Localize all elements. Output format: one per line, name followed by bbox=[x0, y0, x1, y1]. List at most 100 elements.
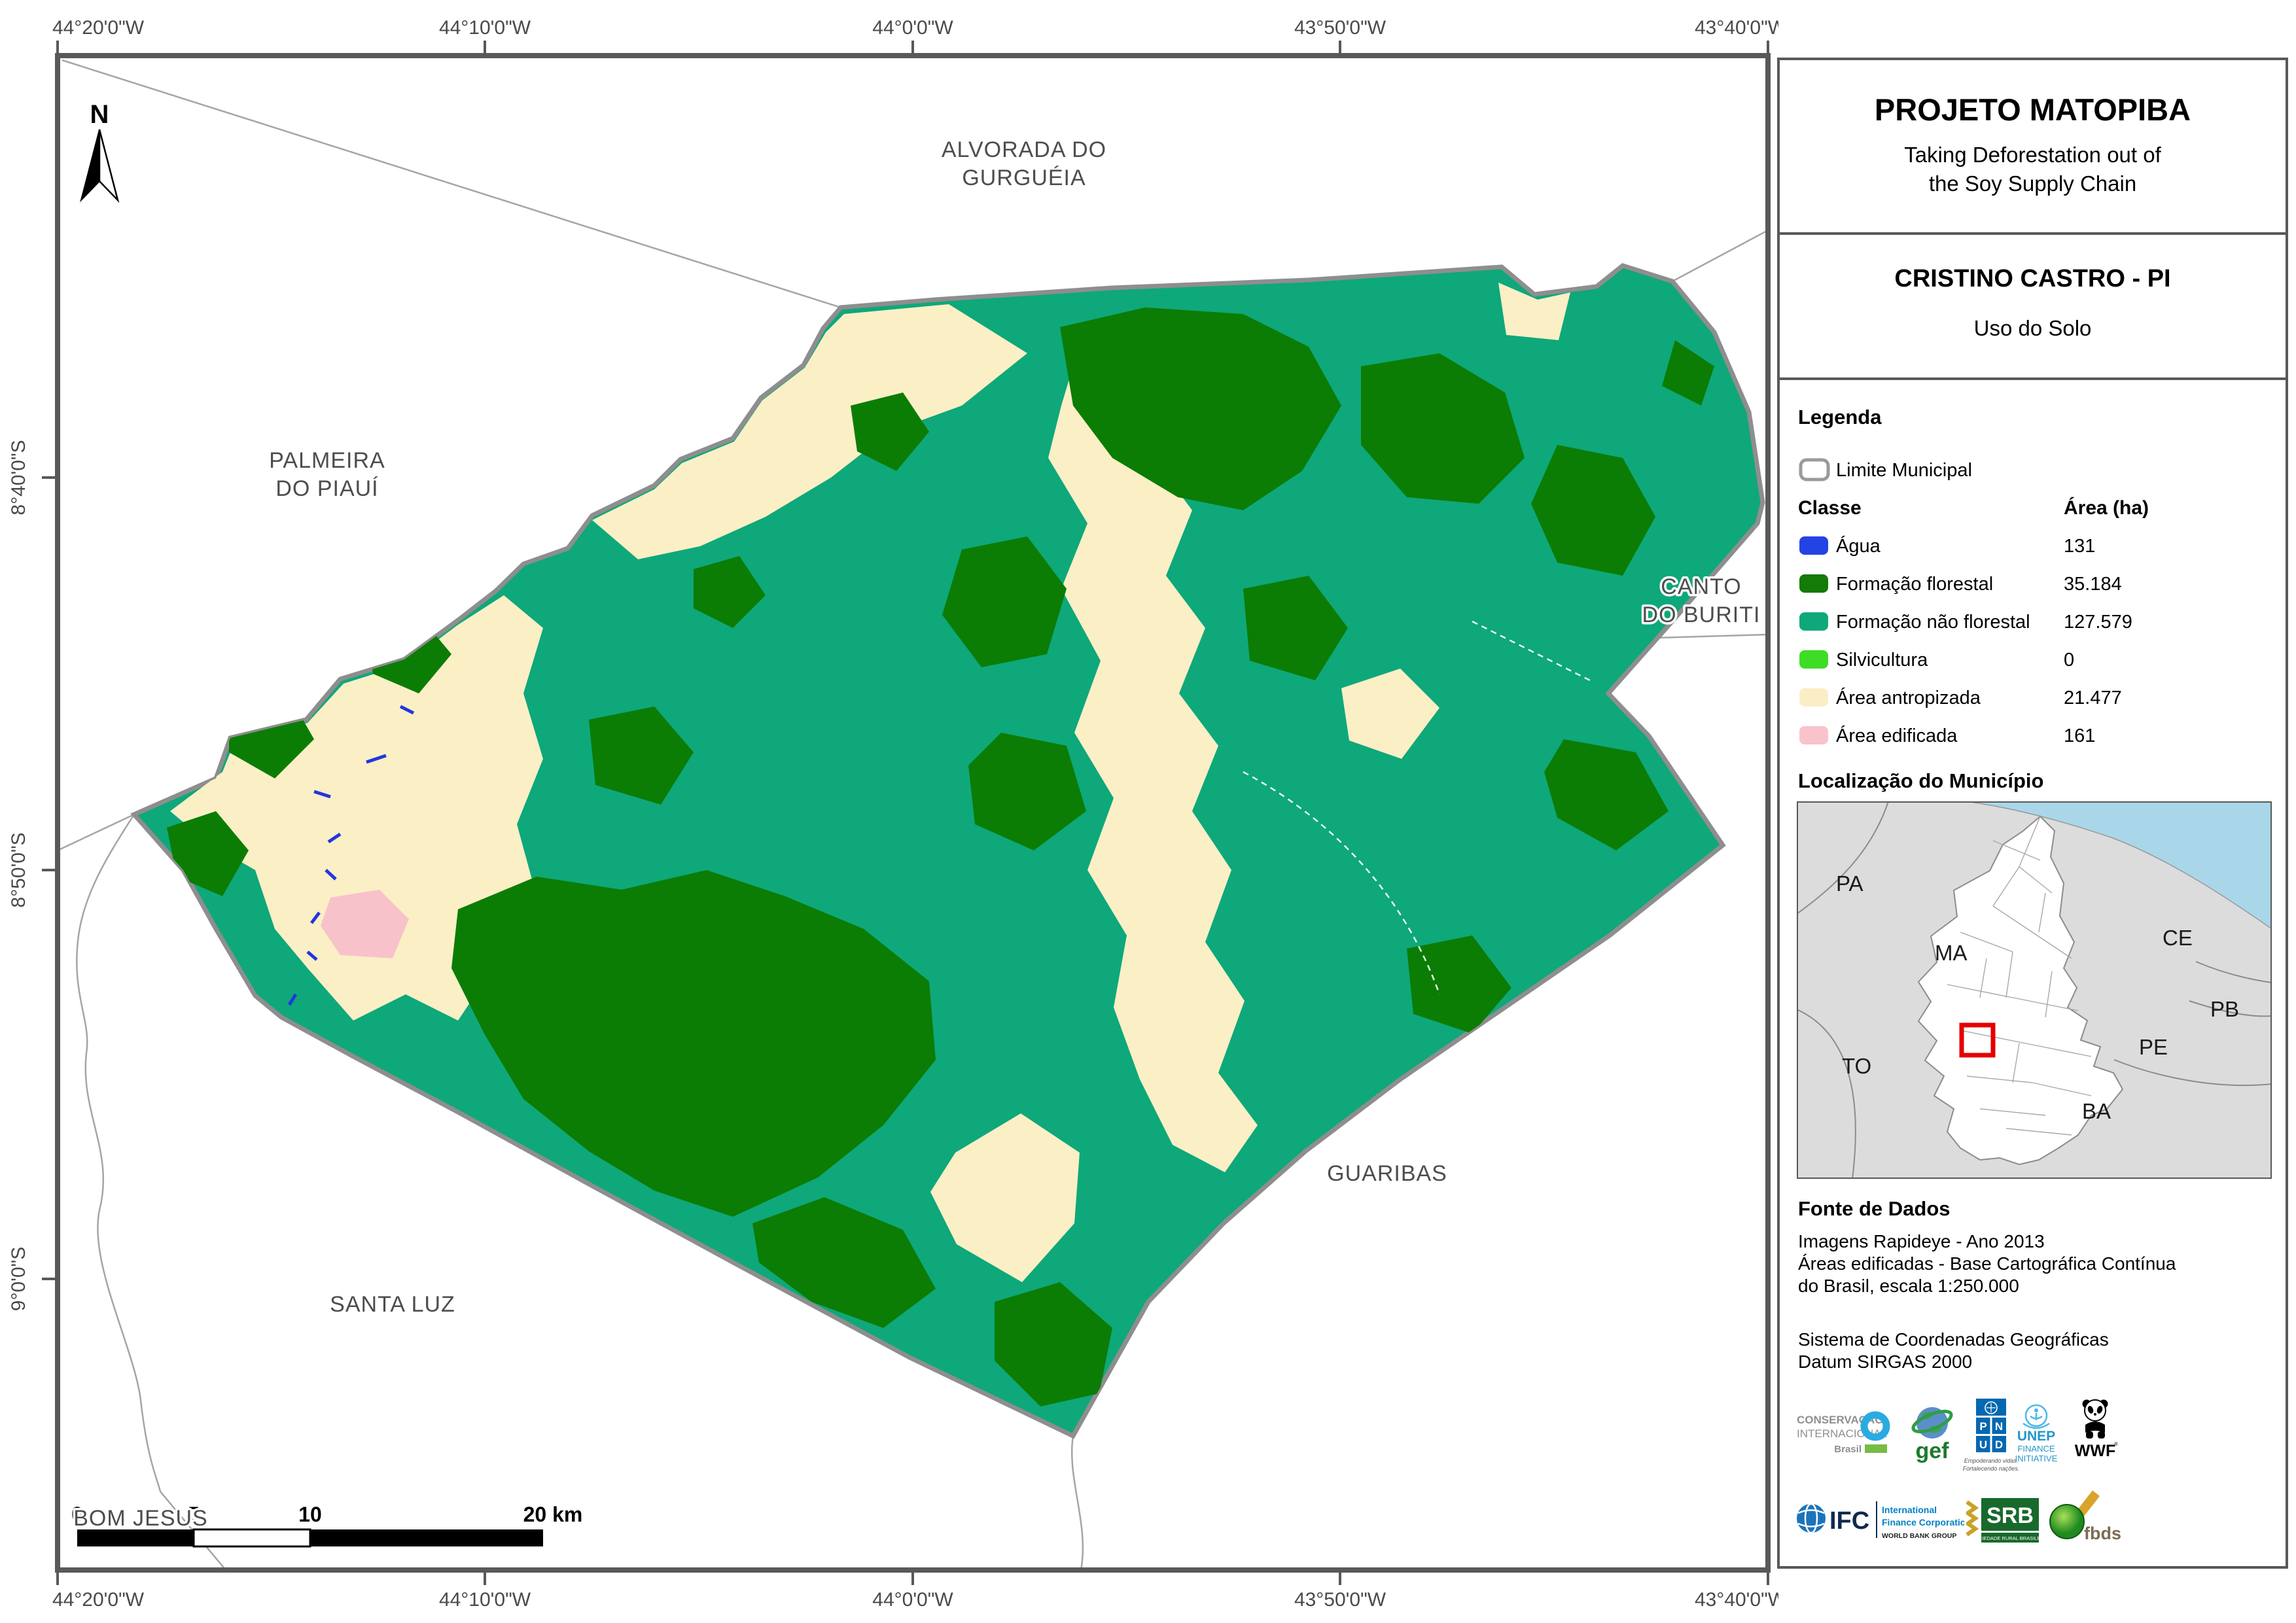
legend-label-agua: Água bbox=[1836, 536, 1881, 557]
coord-top-1: 44°10'0"W bbox=[439, 17, 531, 39]
label-palmeira-line1: PALMEIRA bbox=[269, 448, 385, 473]
state-label-ce: CE bbox=[2163, 926, 2193, 950]
legend-label-silvicultura: Silvicultura bbox=[1836, 650, 1928, 671]
svg-text:SOCIEDADE RURAL BRASILEIRA: SOCIEDADE RURAL BRASILEIRA bbox=[1971, 1535, 2040, 1541]
logo-srb: SRB SOCIEDADE RURAL BRASILEIRA bbox=[1966, 1498, 2040, 1543]
scale-tick-5: 5 bbox=[188, 1503, 200, 1526]
wwf-panda-icon bbox=[2082, 1399, 2108, 1439]
limite-municipal-label: Limite Municipal bbox=[1836, 460, 1972, 481]
label-canto-line2: DO BURITI bbox=[1642, 602, 1761, 627]
svg-text:Empoderando vidas.: Empoderando vidas. bbox=[1964, 1457, 2019, 1464]
north-arrow-icon: N bbox=[80, 100, 120, 203]
forest-patches bbox=[167, 307, 1714, 1406]
municipality-title: CRISTINO CASTRO - PI bbox=[1894, 265, 2171, 292]
neighbor-boundaries bbox=[60, 59, 1765, 1567]
state-label-ba: BA bbox=[2082, 1099, 2111, 1123]
fonte-line1: Imagens Rapideye - Ano 2013 bbox=[1798, 1231, 2045, 1251]
ocean bbox=[1966, 801, 2272, 930]
state-label-pa: PA bbox=[1836, 871, 1863, 896]
legend-swatch-silvicultura bbox=[1799, 650, 1828, 669]
state-label-pb: PB bbox=[2210, 997, 2239, 1021]
coord-bottom-2: 44°0'0"W bbox=[872, 1589, 953, 1611]
piaui-state-shape bbox=[1917, 815, 2124, 1166]
svg-text:WWF: WWF bbox=[2075, 1442, 2115, 1460]
legend-area-florestal: 35.184 bbox=[2064, 574, 2122, 595]
fonte-heading: Fonte de Dados bbox=[1798, 1197, 1951, 1220]
scale-bar: 0 5 10 20 km bbox=[71, 1503, 583, 1548]
state-boundaries bbox=[1797, 801, 2272, 1179]
svg-text:SRB: SRB bbox=[1987, 1503, 2034, 1528]
coord-top-3: 43°50'0"W bbox=[1294, 17, 1386, 39]
pnud-un-emblem-icon bbox=[1985, 1401, 1998, 1414]
project-title: PROJETO MATOPIBA bbox=[1874, 92, 2191, 127]
state-label-to: TO bbox=[1842, 1054, 1871, 1078]
svg-text:fbds: fbds bbox=[2084, 1524, 2121, 1543]
legend-col-area: Área (ha) bbox=[2064, 497, 2149, 519]
ci-ring-icon bbox=[1860, 1411, 1890, 1441]
legend-area-edificada: 161 bbox=[2064, 725, 2096, 746]
municipality-polygon bbox=[130, 263, 1765, 1439]
svg-text:P: P bbox=[1979, 1420, 1987, 1433]
coord-bottom-1: 44°10'0"W bbox=[439, 1589, 531, 1611]
logo-wwf: WWF ® bbox=[2075, 1399, 2118, 1460]
fonte-line5: Datum SIRGAS 2000 bbox=[1798, 1352, 1973, 1372]
inset-map: PA MA TO CE PB PE BA bbox=[1797, 801, 2272, 1179]
logo-conservacao-internacional: CONSERVAÇÃO INTERNACIONAL Brasil bbox=[1797, 1411, 1890, 1455]
svg-text:U: U bbox=[1979, 1439, 1987, 1451]
scale-tick-20: 20 km bbox=[523, 1503, 583, 1526]
legend-swatch-edificada bbox=[1799, 726, 1828, 744]
svg-text:UNEP: UNEP bbox=[2017, 1429, 2055, 1444]
coord-left-0: 8°40'0"S bbox=[8, 440, 29, 515]
svg-text:®: ® bbox=[2114, 1441, 2118, 1447]
svg-text:INITIATIVE: INITIATIVE bbox=[2015, 1454, 2058, 1463]
label-alvorada-line2: GURGUÉIA bbox=[962, 166, 1086, 190]
legend-label-florestal: Formação florestal bbox=[1836, 574, 1994, 595]
coord-top-0: 44°20'0"W bbox=[52, 17, 145, 39]
land-use-map: ALVORADA DO GURGUÉIA PALMEIRA DO PIAUÍ C… bbox=[8, 17, 1778, 1611]
label-canto-line1: CANTO bbox=[1661, 574, 1741, 599]
logo-ifc: IFC International Finance Corporation WO… bbox=[1797, 1501, 1964, 1540]
legend-area-silvicultura: 0 bbox=[2064, 650, 2075, 671]
svg-text:Fortalecendo nações.: Fortalecendo nações. bbox=[1963, 1465, 2020, 1472]
svg-text:Finance Corporation: Finance Corporation bbox=[1882, 1517, 1964, 1527]
svg-text:WORLD BANK GROUP: WORLD BANK GROUP bbox=[1882, 1532, 1956, 1540]
svg-text:D: D bbox=[1995, 1439, 2003, 1451]
svg-text:IFC: IFC bbox=[1829, 1507, 1869, 1535]
project-subtitle-1: Taking Deforestation out of bbox=[1904, 143, 2161, 167]
limite-municipal-swatch bbox=[1799, 458, 1830, 481]
legend-swatch-florestal bbox=[1799, 574, 1828, 593]
logo-fbds: fbds bbox=[2049, 1490, 2121, 1543]
state-label-ma: MA bbox=[1935, 941, 1968, 965]
legend-area-nao-florestal: 127.579 bbox=[2064, 612, 2132, 633]
svg-text:N: N bbox=[1995, 1420, 2003, 1433]
svg-text:FINANCE: FINANCE bbox=[2017, 1444, 2055, 1454]
label-santa-luz: SANTA LUZ bbox=[330, 1292, 455, 1317]
fonte-line3: do Brasil, escala 1:250.000 bbox=[1798, 1276, 2019, 1296]
state-label-pe: PE bbox=[2139, 1035, 2168, 1059]
built-area-patch bbox=[321, 890, 409, 958]
coord-left-2: 9°0'0"S bbox=[8, 1247, 29, 1311]
legend-swatch-agua bbox=[1799, 536, 1828, 555]
unep-emblem-icon bbox=[2022, 1404, 2050, 1429]
ifc-globe-icon bbox=[1797, 1503, 1826, 1534]
logo-pnud: P N U D Empoderando vidas. Fortalecendo … bbox=[1963, 1399, 2020, 1472]
project-subtitle-2: the Soy Supply Chain bbox=[1928, 171, 2137, 196]
location-heading: Localização do Município bbox=[1798, 769, 2044, 792]
municipality-marker bbox=[1959, 1022, 1996, 1058]
panel-divider-2 bbox=[1777, 377, 2288, 380]
fbds-sphere-icon bbox=[2049, 1504, 2085, 1539]
legend-heading: Legenda bbox=[1798, 406, 1882, 428]
coord-top-2: 44°0'0"W bbox=[872, 17, 953, 39]
map-theme-title: Uso do Solo bbox=[1973, 316, 2092, 340]
legend-label-antropizada: Área antropizada bbox=[1836, 688, 1981, 708]
legend-swatch-antropizada bbox=[1799, 688, 1828, 707]
svg-text:Brasil: Brasil bbox=[1834, 1444, 1862, 1455]
scale-tick-10: 10 bbox=[298, 1503, 322, 1526]
scale-tick-0: 0 bbox=[71, 1503, 83, 1526]
graticule-ticks bbox=[42, 41, 1769, 1585]
legend-label-edificada: Área edificada bbox=[1836, 725, 1958, 746]
coord-bottom-4: 43°40'0"W bbox=[1695, 1589, 1778, 1611]
legend-swatch-nao-florestal bbox=[1799, 612, 1828, 631]
logo-gef: gef bbox=[1911, 1407, 1953, 1463]
